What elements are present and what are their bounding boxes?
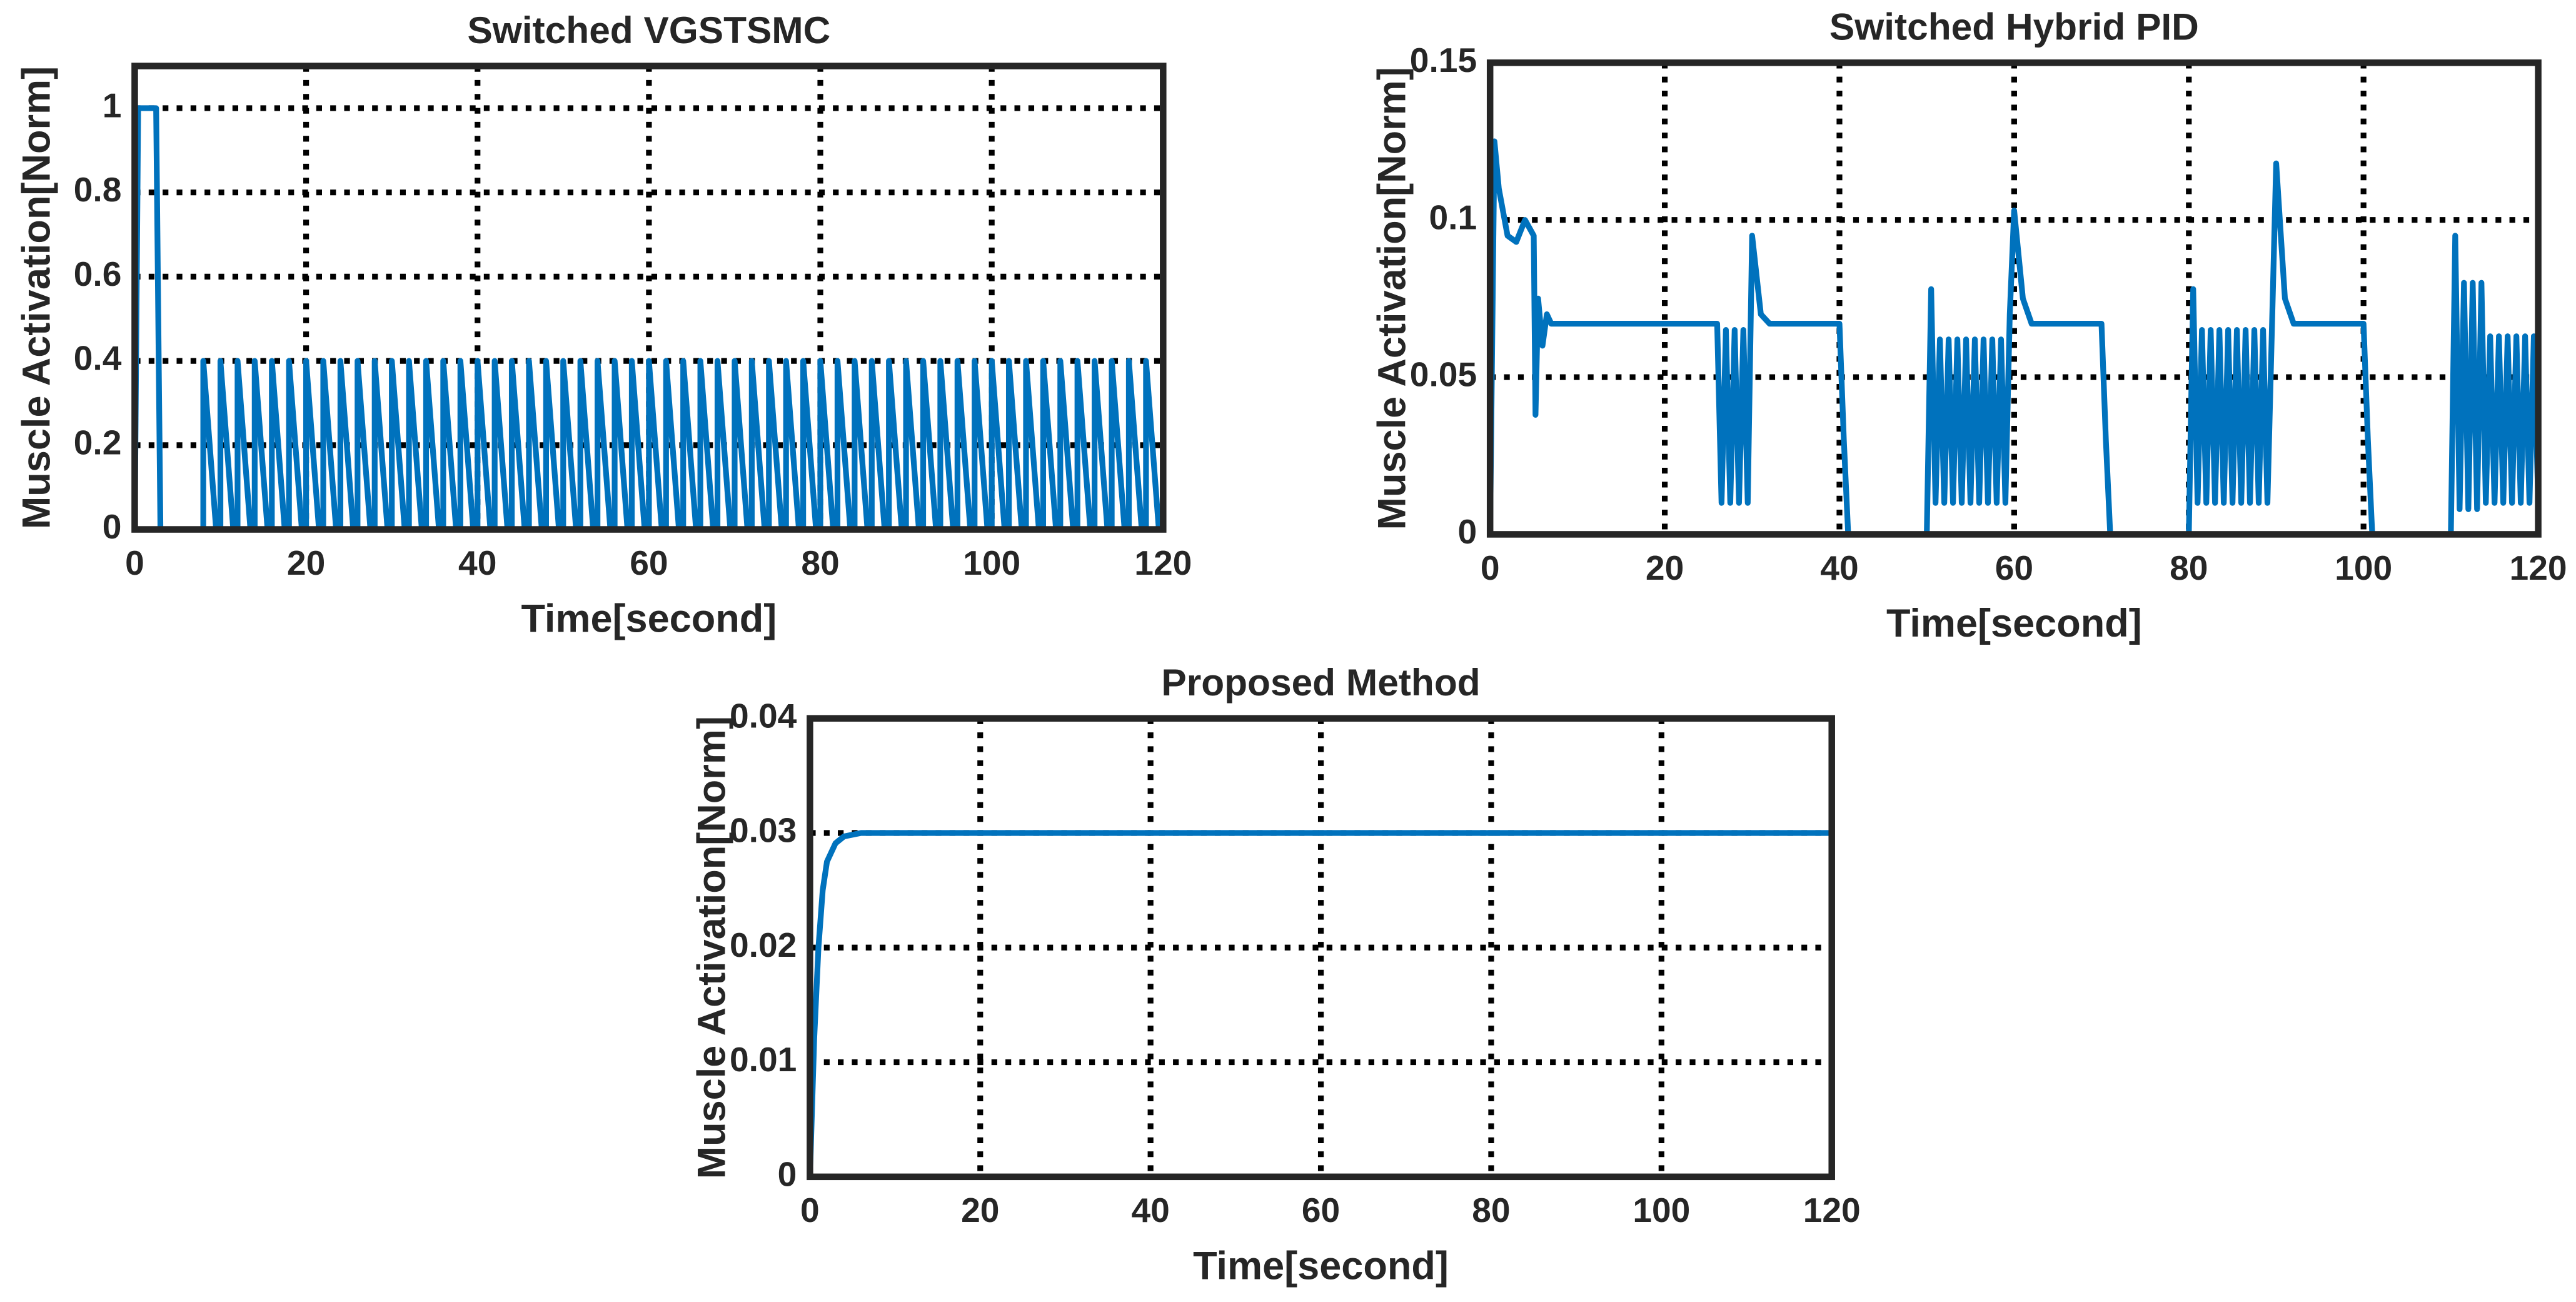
y-axis-label: Muscle Activation[Norm] xyxy=(1370,67,1414,530)
y-tick-label: 0.05 xyxy=(1410,355,1477,394)
x-tick-label: 80 xyxy=(2170,548,2208,587)
x-tick-label: 60 xyxy=(630,543,668,582)
x-tick-label: 40 xyxy=(458,543,496,582)
x-tick-label: 20 xyxy=(287,543,325,582)
y-axis-label: Muscle Activation[Norm] xyxy=(690,716,734,1179)
x-tick-label: 80 xyxy=(1472,1191,1510,1229)
x-tick-label: 100 xyxy=(2335,548,2392,587)
x-tick-label: 0 xyxy=(125,543,144,582)
y-tick-label: 0.2 xyxy=(74,423,122,462)
x-axis-label: Time[second] xyxy=(1193,1244,1449,1288)
plot-frame xyxy=(131,63,1167,533)
y-tick-label: 0.1 xyxy=(1429,198,1477,236)
y-tick-label: 0.03 xyxy=(730,811,797,850)
y-tick-label: 0.8 xyxy=(74,170,122,209)
y-tick-label: 0 xyxy=(778,1154,797,1193)
chart-title: Switched VGSTSMC xyxy=(467,9,830,51)
x-tick-label: 20 xyxy=(1646,548,1684,587)
data-line xyxy=(134,105,1164,530)
x-axis-label: Time[second] xyxy=(521,597,777,640)
x-tick-label: 100 xyxy=(963,543,1020,582)
y-tick-label: 0.6 xyxy=(74,255,122,293)
data-line xyxy=(810,830,1832,1177)
chart-title: Switched Hybrid PID xyxy=(1829,6,2199,48)
y-tick-label: 0.01 xyxy=(730,1040,797,1079)
x-tick-label: 80 xyxy=(801,543,839,582)
y-tick-label: 0.02 xyxy=(730,926,797,964)
y-tick-label: 0.15 xyxy=(1410,41,1477,79)
x-tick-label: 40 xyxy=(1131,1191,1169,1229)
x-tick-label: 0 xyxy=(800,1191,820,1229)
x-tick-label: 120 xyxy=(1803,1191,1861,1229)
chart-title: Proposed Method xyxy=(1161,661,1480,704)
x-tick-label: 120 xyxy=(2510,548,2567,587)
x-tick-label: 120 xyxy=(1134,543,1192,582)
x-tick-label: 40 xyxy=(1820,548,1858,587)
plot-frame xyxy=(807,715,1835,1181)
y-tick-label: 0.4 xyxy=(74,339,122,378)
x-tick-label: 100 xyxy=(1633,1191,1690,1229)
y-tick-label: 0.04 xyxy=(730,696,797,735)
x-tick-label: 60 xyxy=(1995,548,2033,587)
y-tick-label: 0 xyxy=(103,507,122,546)
y-tick-label: 0 xyxy=(1457,512,1477,551)
y-tick-label: 1 xyxy=(103,86,122,125)
plot-frame xyxy=(1486,59,2542,538)
x-tick-label: 20 xyxy=(961,1191,999,1229)
data-line xyxy=(1490,138,2538,535)
x-axis-label: Time[second] xyxy=(1886,602,2142,645)
x-tick-label: 0 xyxy=(1481,548,1500,587)
x-tick-label: 60 xyxy=(1302,1191,1340,1229)
y-axis-label: Muscle Activation[Norm] xyxy=(15,66,59,529)
